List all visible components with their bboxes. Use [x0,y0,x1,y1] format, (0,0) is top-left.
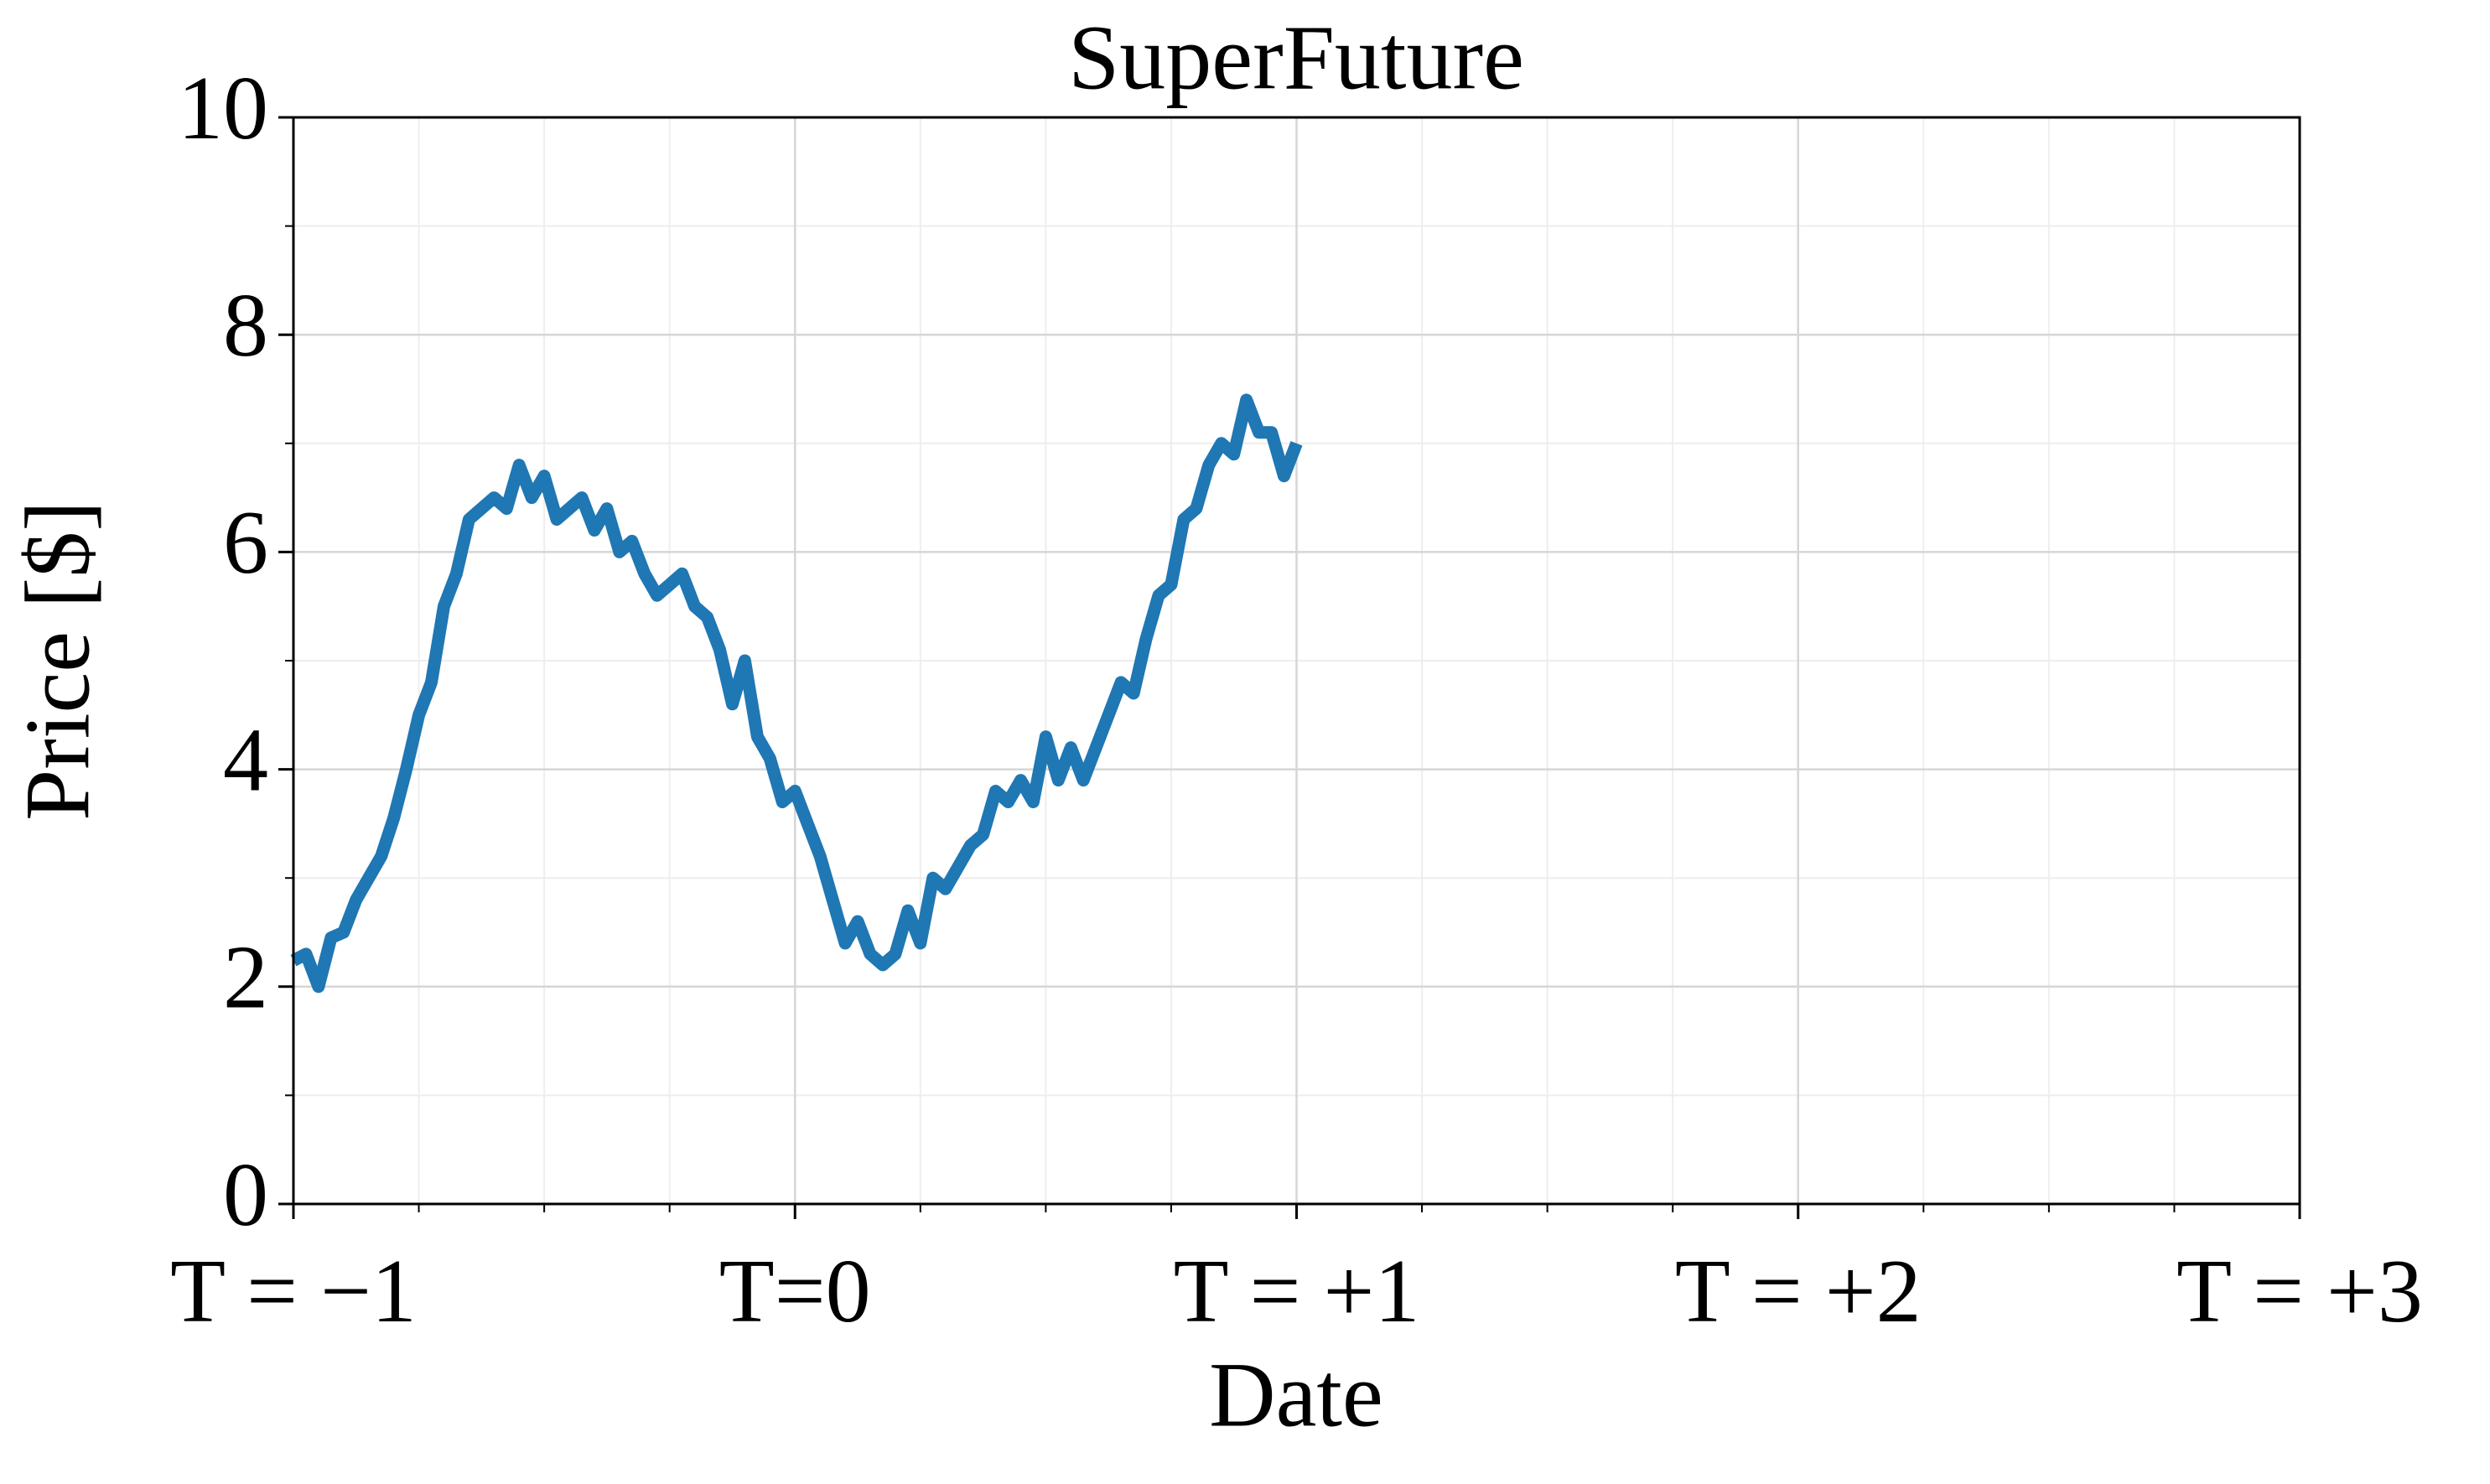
y-tick-label: 8 [223,276,268,376]
y-axis-label: Price [$] [6,501,108,821]
x-tick-label: T = +1 [1174,1242,1420,1341]
chart-title: SuperFuture [1068,6,1524,108]
x-tick-label: T = +2 [1675,1242,1922,1341]
x-tick-label: T=0 [719,1242,871,1341]
x-axis-label: Date [1209,1343,1383,1445]
y-tick-label: 0 [223,1145,268,1245]
y-tick-label: 6 [223,493,268,593]
y-tick-label: 4 [223,710,268,810]
price-line [290,393,1303,994]
x-tick-label: T = −1 [170,1242,417,1341]
y-tick-label: 2 [223,928,268,1028]
x-tick-label: T = +3 [2176,1242,2423,1341]
y-tick-label: 10 [178,59,268,158]
